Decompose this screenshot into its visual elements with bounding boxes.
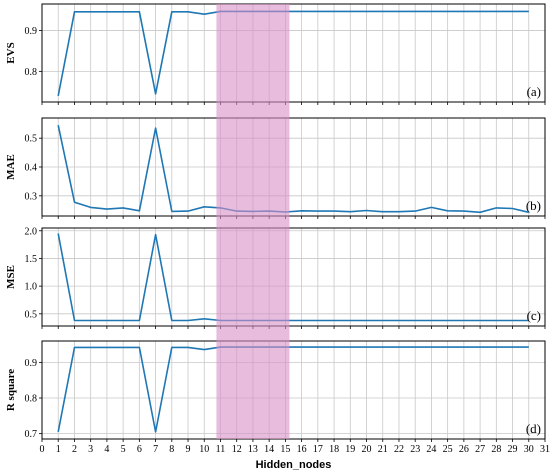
panel-tag: (c) bbox=[527, 308, 541, 323]
y-tick-label: 1.5 bbox=[25, 254, 38, 265]
series-line-evs bbox=[57, 10, 529, 97]
x-tick-label: 22 bbox=[394, 444, 404, 455]
series-line-mae bbox=[57, 125, 529, 214]
x-tick-label: 2 bbox=[72, 444, 77, 455]
y-axis-title: R square bbox=[5, 369, 17, 411]
series-line-mse bbox=[57, 233, 529, 322]
x-tick-label: 18 bbox=[329, 444, 339, 455]
x-tick-label: 5 bbox=[121, 444, 126, 455]
x-tick-label: 1 bbox=[56, 444, 61, 455]
series-line-r-square bbox=[57, 346, 529, 433]
panel-tag: (b) bbox=[526, 198, 541, 213]
x-tick-label: 26 bbox=[459, 444, 469, 455]
x-tick-label: 28 bbox=[491, 444, 501, 455]
x-tick-label: 14 bbox=[264, 444, 274, 455]
y-tick-label: 0.5 bbox=[25, 309, 38, 320]
x-tick-label: 23 bbox=[410, 444, 420, 455]
x-tick-label: 31 bbox=[540, 444, 550, 455]
x-tick-label: 7 bbox=[153, 444, 158, 455]
y-tick-label: 0.4 bbox=[25, 163, 38, 174]
x-tick-label: 4 bbox=[104, 444, 109, 455]
panel-tag: (a) bbox=[527, 84, 541, 99]
x-tick-label: 20 bbox=[362, 444, 372, 455]
x-tick-label: 6 bbox=[137, 444, 142, 455]
x-tick-label: 24 bbox=[426, 444, 436, 455]
x-tick-label: 9 bbox=[186, 444, 191, 455]
x-tick-label: 12 bbox=[232, 444, 242, 455]
x-tick-label: 17 bbox=[313, 444, 323, 455]
x-tick-label: 21 bbox=[378, 444, 388, 455]
x-axis-title: Hidden_nodes bbox=[256, 459, 332, 471]
plot-frame bbox=[41, 3, 546, 103]
x-tick-label: 30 bbox=[524, 444, 534, 455]
y-tick-label: 0.7 bbox=[25, 429, 38, 440]
y-tick-label: 0.9 bbox=[25, 26, 38, 37]
x-tick-label: 16 bbox=[297, 444, 307, 455]
x-tick-label: 8 bbox=[169, 444, 174, 455]
x-tick-label: 25 bbox=[443, 444, 453, 455]
x-tick-label: 3 bbox=[88, 444, 93, 455]
y-tick-label: 0.8 bbox=[25, 394, 38, 405]
y-tick-label: 0.5 bbox=[25, 134, 38, 145]
y-axis-title: MAE bbox=[5, 154, 17, 180]
x-tick-label: 0 bbox=[40, 444, 45, 455]
x-tick-label: 27 bbox=[475, 444, 485, 455]
x-tick-label: 13 bbox=[248, 444, 258, 455]
y-tick-label: 0.9 bbox=[25, 358, 38, 369]
x-tick-label: 19 bbox=[345, 444, 355, 455]
x-tick-label: 10 bbox=[199, 444, 209, 455]
plot-frame bbox=[41, 227, 546, 327]
y-axis-title: EVS bbox=[5, 42, 17, 63]
y-tick-label: 0.8 bbox=[25, 67, 38, 78]
x-tick-label: 29 bbox=[508, 444, 518, 455]
y-tick-label: 1.0 bbox=[25, 282, 38, 293]
x-tick-label: 15 bbox=[280, 444, 290, 455]
plot-frame bbox=[41, 117, 546, 217]
x-tick-label: 11 bbox=[216, 444, 226, 455]
y-tick-label: 0.3 bbox=[25, 191, 38, 202]
y-tick-label: 2.0 bbox=[25, 226, 38, 237]
highlight-band bbox=[216, 4, 290, 439]
panel-tag: (d) bbox=[526, 421, 541, 436]
plot-frame bbox=[41, 340, 546, 440]
y-axis-title: MSE bbox=[5, 265, 17, 289]
